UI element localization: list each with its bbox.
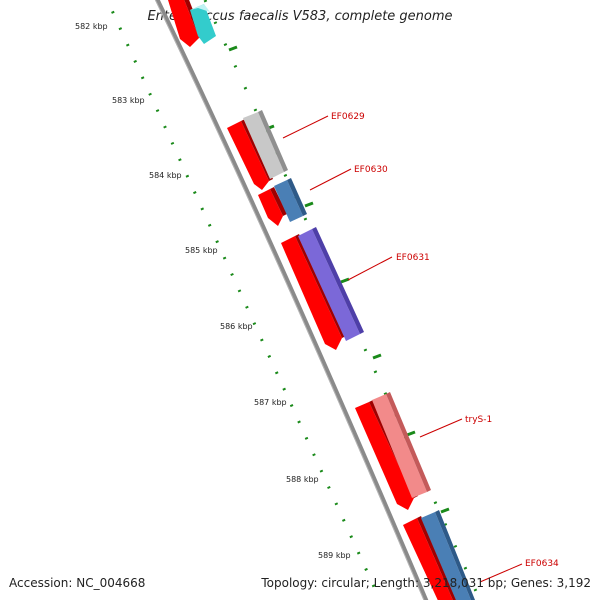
accession-text: Accession: NC_004668 <box>9 576 146 590</box>
gene-red-EF0630[interactable] <box>258 187 287 226</box>
ruler-label-584: 584 kbp <box>149 171 182 180</box>
ruler-label-585: 585 kbp <box>185 246 218 255</box>
genome-backbone-highlight <box>154 0 425 600</box>
gene-purple-EF0631[interactable] <box>298 227 364 341</box>
gene-blue-EF0634[interactable] <box>421 510 477 600</box>
ruler-label-583: 583 kbp <box>112 96 145 105</box>
map-title: Enterococcus faecalis V583, complete gen… <box>147 9 453 24</box>
gene-label-EF0634[interactable]: EF0634 <box>525 559 559 569</box>
gene-pink-tryS-1[interactable] <box>372 392 431 498</box>
gene-label-tryS-1[interactable]: tryS-1 <box>465 415 492 425</box>
genome-backbone <box>154 0 429 600</box>
gene-label-EF0629[interactable]: EF0629 <box>331 112 365 122</box>
gene-label-EF0631[interactable]: EF0631 <box>396 253 430 263</box>
gene-label-EF0630[interactable]: EF0630 <box>354 165 388 175</box>
ruler-label-587: 587 kbp <box>254 398 287 407</box>
ruler-label-588: 588 kbp <box>286 475 319 484</box>
ruler-label-589: 589 kbp <box>318 551 351 560</box>
ruler-major-ticks <box>228 45 450 514</box>
gene-top-cyan[interactable] <box>190 4 216 44</box>
gene-gray-EF0629[interactable] <box>243 110 288 179</box>
ruler-label-582: 582 kbp <box>75 22 108 31</box>
gene-label-connectors <box>282 115 523 583</box>
genome-summary-text: Topology: circular; Length: 3,218,031 bp… <box>261 576 591 590</box>
gene-blue-EF0630[interactable] <box>274 178 307 222</box>
ruler-label-586: 586 kbp <box>220 322 253 331</box>
gene-red-EF0634[interactable] <box>403 516 459 600</box>
